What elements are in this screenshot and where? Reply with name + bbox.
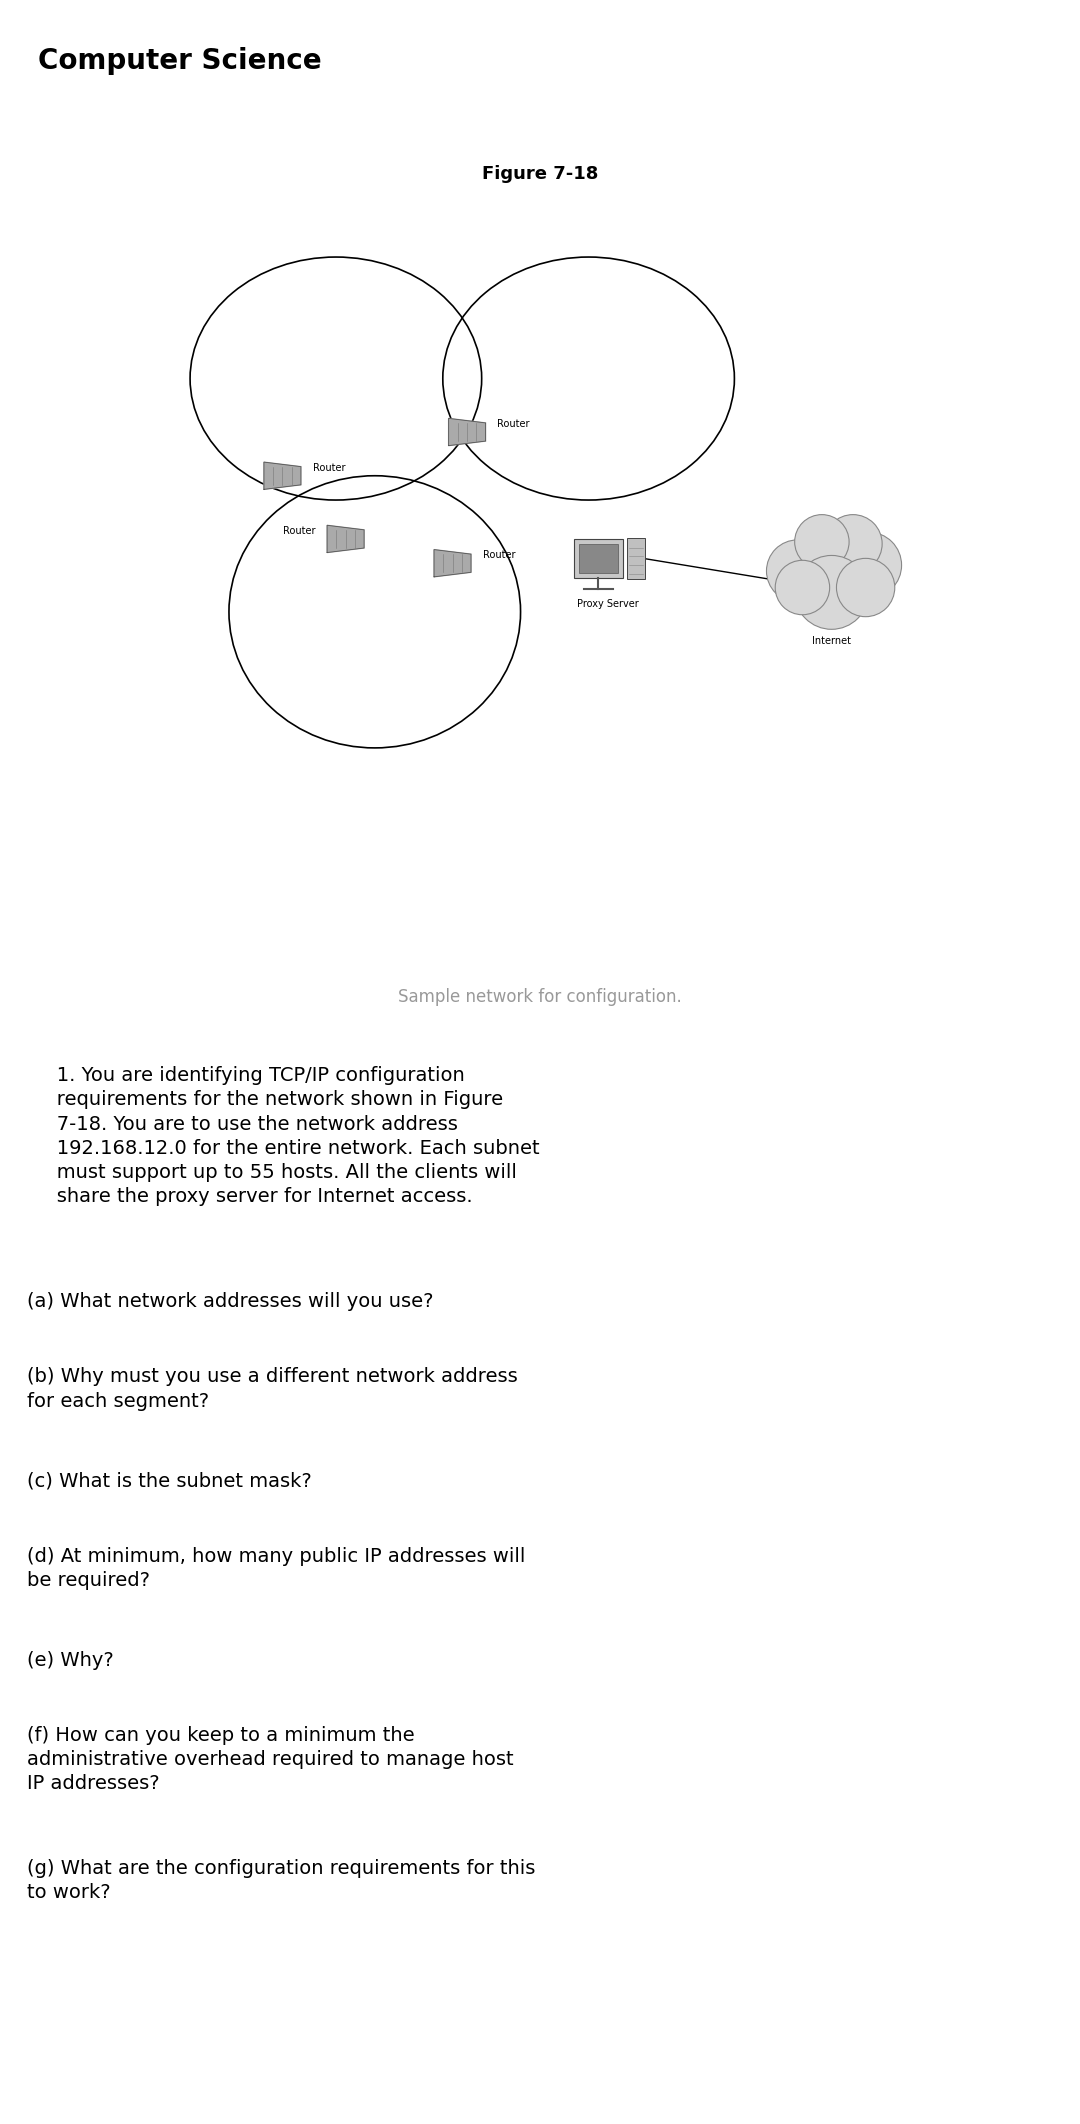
Text: (d) At minimum, how many public IP addresses will
be required?: (d) At minimum, how many public IP addre… bbox=[27, 1546, 525, 1589]
Text: Router: Router bbox=[497, 418, 529, 429]
Text: Computer Science: Computer Science bbox=[38, 47, 322, 74]
Bar bbox=[579, 544, 618, 573]
Polygon shape bbox=[327, 525, 364, 552]
Circle shape bbox=[836, 533, 902, 599]
Circle shape bbox=[824, 514, 882, 573]
Text: (c) What is the subnet mask?: (c) What is the subnet mask? bbox=[27, 1472, 312, 1491]
Text: Proxy Server: Proxy Server bbox=[577, 599, 639, 610]
Text: (g) What are the configuration requirements for this
to work?: (g) What are the configuration requireme… bbox=[27, 1858, 536, 1903]
Text: Internet: Internet bbox=[812, 635, 851, 646]
Text: Router: Router bbox=[483, 550, 515, 561]
Text: (e) Why?: (e) Why? bbox=[27, 1650, 113, 1669]
Circle shape bbox=[837, 559, 894, 616]
Circle shape bbox=[767, 539, 828, 601]
Text: Figure 7-18: Figure 7-18 bbox=[482, 166, 598, 183]
Text: 1. You are identifying TCP/IP configuration
   requirements for the network show: 1. You are identifying TCP/IP configurat… bbox=[38, 1066, 539, 1206]
Polygon shape bbox=[448, 418, 486, 446]
Text: (b) Why must you use a different network address
for each segment?: (b) Why must you use a different network… bbox=[27, 1368, 517, 1410]
Text: Router: Router bbox=[312, 463, 345, 474]
Circle shape bbox=[795, 556, 868, 629]
Polygon shape bbox=[434, 550, 471, 578]
Bar bbox=[575, 539, 622, 578]
Text: Router: Router bbox=[283, 527, 315, 535]
Bar bbox=[627, 537, 645, 578]
Polygon shape bbox=[264, 463, 301, 489]
Circle shape bbox=[795, 514, 849, 569]
Text: Sample network for configuration.: Sample network for configuration. bbox=[399, 988, 681, 1005]
Circle shape bbox=[791, 533, 873, 616]
Circle shape bbox=[775, 561, 829, 614]
Text: (a) What network addresses will you use?: (a) What network addresses will you use? bbox=[27, 1291, 433, 1311]
Text: (f) How can you keep to a minimum the
administrative overhead required to manage: (f) How can you keep to a minimum the ad… bbox=[27, 1727, 514, 1793]
